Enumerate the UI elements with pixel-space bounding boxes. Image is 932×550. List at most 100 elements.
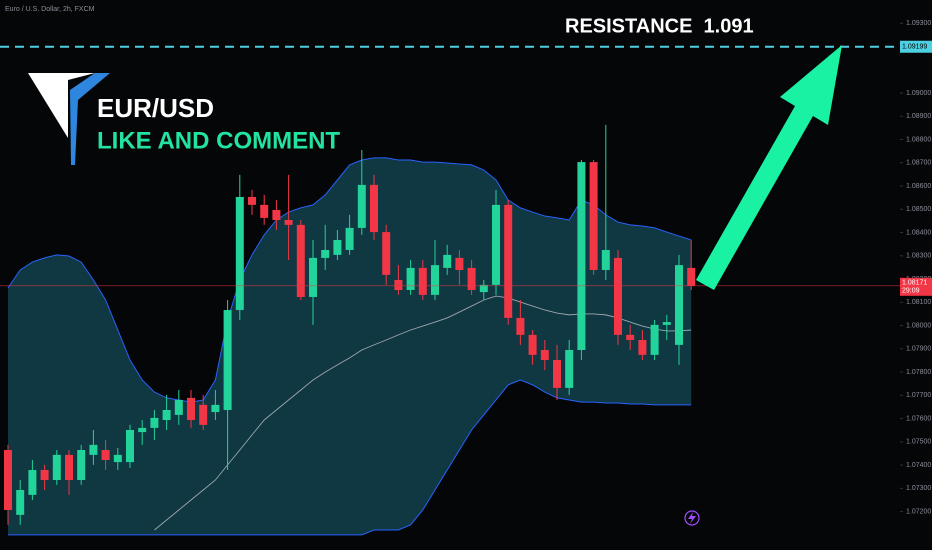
y-tick-label: 1.07800	[906, 369, 931, 376]
last-price-tag	[900, 277, 932, 296]
candle-body	[16, 489, 25, 515]
candle-body	[199, 404, 208, 425]
candle-body	[601, 249, 610, 270]
band-fill	[8, 157, 692, 535]
annotation: RESISTANCE 1.091	[565, 15, 754, 37]
candle-body	[4, 449, 12, 510]
candle-body	[516, 317, 525, 335]
y-tick-label: 1.07700	[906, 392, 931, 399]
candle-body	[65, 454, 73, 480]
candle-body	[52, 454, 61, 480]
lightning-icon	[684, 510, 700, 526]
candle-body	[577, 162, 586, 350]
candle-body	[638, 339, 647, 355]
candle-body	[187, 397, 195, 420]
candle-body	[394, 279, 403, 290]
y-tick-label: 1.08700	[906, 160, 931, 167]
y-tick-label: 1.09000	[906, 90, 931, 97]
candle-body	[138, 427, 147, 433]
candle-body	[248, 196, 256, 205]
band-layer	[8, 157, 692, 535]
y-tick-label: 1.07500	[906, 439, 931, 446]
last-price-label: 1.08171	[902, 280, 927, 287]
candle-body	[235, 196, 244, 310]
candle-body	[406, 267, 415, 290]
candle-body	[357, 184, 366, 228]
line-layer	[7, 157, 692, 536]
candle-body	[333, 239, 342, 255]
candle-body	[455, 257, 464, 270]
candle-body	[431, 265, 439, 295]
y-tick-label: 1.08900	[906, 113, 931, 120]
candle-body	[150, 417, 159, 428]
candle-body	[101, 449, 110, 460]
candle-body	[211, 404, 220, 413]
candle-layer	[4, 124, 696, 525]
candle-body	[162, 409, 171, 420]
candle-body	[40, 469, 49, 480]
candle-body	[126, 429, 134, 463]
upper-band	[7, 157, 692, 403]
candle-body	[382, 232, 391, 275]
y-tick-label: 1.09300	[906, 20, 931, 27]
middle-band	[154, 295, 692, 531]
resistance-label: 1.09199	[902, 44, 927, 51]
candle-body	[89, 444, 98, 455]
candle-body	[565, 349, 574, 388]
y-tick-label: 1.07400	[906, 462, 931, 469]
candle-body	[174, 399, 183, 415]
candle-body	[662, 322, 671, 325]
candle-body	[113, 454, 122, 463]
title: EUR/USD	[97, 93, 214, 123]
candle-body	[223, 309, 232, 410]
candle-body	[272, 209, 281, 220]
y-tick-label: 1.07200	[906, 508, 931, 515]
y-tick-label: 1.08800	[906, 136, 931, 143]
y-tick-label: 1.08300	[906, 253, 931, 260]
candle-body	[309, 257, 317, 297]
symbol-info: Euro / U.S. Dollar, 2h, FXCM	[5, 6, 95, 13]
logo-left	[28, 73, 95, 138]
candle-body	[345, 227, 354, 250]
candle-body	[504, 204, 513, 318]
resistance-tag	[900, 40, 932, 53]
arrow	[696, 45, 842, 290]
y-tick-label: 1.08500	[906, 206, 931, 213]
candle-body	[77, 449, 86, 480]
y-tick-label: 1.08100	[906, 299, 931, 306]
overlay-layer: 1.07200 1.07300 1.07400 1.07500 1.07600 1.077…	[0, 20, 932, 515]
candle-body	[614, 257, 622, 335]
y-tick-label: 1.08400	[906, 229, 931, 236]
candle-body	[467, 267, 476, 290]
countdown-label: 29:09	[902, 288, 920, 295]
candle-body	[260, 204, 269, 218]
candle-body	[675, 265, 683, 345]
candle-body	[650, 324, 659, 355]
candle-body	[540, 349, 549, 360]
subtitle: LIKE AND COMMENT	[97, 127, 340, 154]
logo-right	[70, 73, 110, 165]
y-tick-label: 1.08000	[906, 322, 931, 329]
candle-body	[492, 204, 500, 285]
candle-body	[528, 334, 537, 355]
logo	[28, 73, 110, 165]
lower-band	[8, 379, 692, 536]
candle-body	[479, 284, 488, 293]
candle-body	[28, 469, 37, 495]
candle-body	[370, 184, 378, 233]
candle-body	[687, 267, 696, 286]
candle-body	[443, 254, 452, 268]
y-tick-label: 1.07900	[906, 346, 931, 353]
y-tick-label: 1.08600	[906, 183, 931, 190]
candle-body	[296, 224, 305, 297]
candle-body	[553, 359, 561, 388]
candle-body	[626, 334, 635, 340]
candle-body	[589, 162, 598, 270]
candle-body	[321, 249, 330, 258]
y-tick-label: 1.07600	[906, 415, 931, 422]
y-tick-label: 1.07300	[906, 485, 931, 492]
candle-body	[418, 267, 427, 295]
candle-body	[284, 219, 293, 225]
